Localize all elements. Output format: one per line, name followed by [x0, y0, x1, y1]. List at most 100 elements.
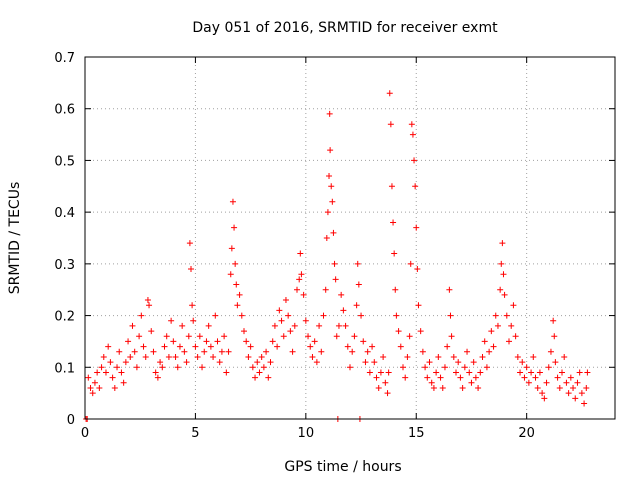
data-point	[249, 364, 256, 371]
data-point	[364, 348, 371, 355]
data-point	[298, 271, 305, 278]
data-point	[455, 359, 462, 366]
data-point	[354, 260, 361, 267]
data-point	[243, 338, 250, 345]
data-point	[444, 343, 451, 350]
y-axis-label: SRMTID / TECUs	[7, 182, 23, 295]
data-point	[402, 374, 409, 381]
data-point	[551, 333, 558, 340]
data-point	[120, 379, 127, 386]
data-point	[133, 364, 140, 371]
data-point	[287, 328, 294, 335]
data-point	[400, 364, 406, 371]
data-point	[144, 297, 151, 304]
data-point	[393, 312, 400, 319]
data-point	[188, 266, 194, 273]
data-point	[183, 359, 190, 366]
data-point	[109, 374, 116, 381]
data-point	[353, 302, 360, 309]
data-point	[448, 333, 455, 340]
data-point	[397, 343, 404, 350]
data-point	[289, 348, 296, 355]
data-point	[232, 260, 239, 267]
data-point	[127, 353, 134, 360]
y-tick-label: 0.2	[54, 310, 75, 325]
data-point	[258, 353, 265, 360]
data-point	[111, 384, 118, 391]
data-point	[446, 286, 453, 293]
data-point	[439, 384, 446, 391]
data-point	[260, 364, 267, 371]
x-tick-label: 15	[408, 426, 425, 441]
y-tick-label: 0.7	[54, 51, 75, 66]
data-point	[323, 235, 330, 241]
data-point	[102, 369, 109, 376]
data-point	[366, 369, 373, 376]
data-point	[107, 359, 114, 366]
data-point	[316, 322, 323, 329]
data-point	[369, 343, 376, 350]
data-point	[172, 353, 179, 360]
data-point	[532, 374, 539, 381]
data-point	[371, 359, 378, 366]
data-point	[464, 348, 471, 355]
data-point	[426, 359, 433, 366]
data-point	[390, 219, 397, 226]
data-point	[351, 333, 358, 340]
data-point	[477, 369, 484, 376]
data-point	[189, 302, 196, 309]
data-point	[419, 348, 426, 355]
data-point	[228, 245, 235, 252]
y-tick-label: 0.3	[54, 258, 75, 273]
data-point	[539, 390, 546, 397]
data-point	[413, 224, 420, 231]
data-point	[391, 250, 398, 257]
data-point	[528, 369, 535, 376]
data-point	[517, 369, 524, 376]
y-tick-label: 0.6	[54, 103, 75, 118]
x-tick-label: 5	[191, 426, 199, 441]
data-point	[584, 369, 591, 376]
data-point	[488, 328, 495, 335]
data-point	[326, 110, 333, 117]
data-point	[212, 312, 219, 319]
data-point	[300, 291, 307, 298]
y-tick-label: 0	[67, 413, 75, 428]
data-point	[543, 379, 550, 386]
data-point	[105, 343, 112, 350]
data-point	[131, 348, 138, 355]
data-point	[227, 271, 234, 278]
data-point	[294, 286, 300, 293]
y-tick-label: 0.4	[54, 206, 75, 221]
data-point	[470, 359, 477, 366]
x-tick-label: 20	[518, 426, 535, 441]
data-point	[85, 374, 92, 381]
data-point	[373, 374, 380, 381]
data-point	[163, 333, 170, 340]
data-point	[433, 369, 440, 376]
data-point	[567, 374, 574, 381]
data-point	[333, 333, 340, 340]
x-tick-labels: 0 5 10 15 20	[81, 426, 535, 441]
data-point	[331, 260, 338, 267]
data-point	[541, 395, 548, 402]
data-point	[159, 364, 166, 371]
data-points	[83, 90, 591, 422]
data-point	[392, 286, 399, 293]
data-point	[437, 374, 444, 381]
data-point	[563, 379, 570, 386]
data-point	[514, 353, 521, 360]
data-point	[238, 312, 245, 319]
data-point	[556, 384, 563, 391]
data-point	[503, 312, 510, 319]
data-point	[89, 390, 96, 397]
data-point	[276, 307, 283, 314]
data-point	[150, 348, 157, 355]
data-point	[313, 359, 320, 366]
data-point	[472, 374, 479, 381]
y-tick-label: 0.5	[54, 154, 75, 169]
data-point	[409, 131, 416, 138]
data-point	[329, 198, 336, 205]
data-point	[441, 364, 448, 371]
